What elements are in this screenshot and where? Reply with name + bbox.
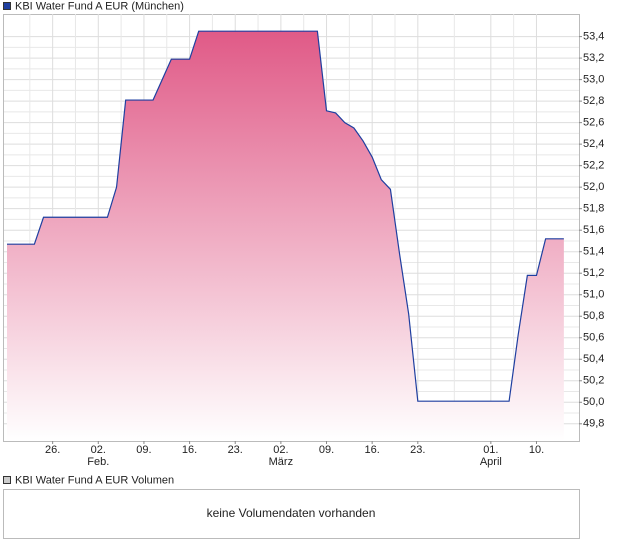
y-tick-label: 52,2 <box>583 160 604 172</box>
y-tick-label: 51,2 <box>583 267 604 279</box>
y-tick-label: 53,2 <box>583 52 604 64</box>
y-tick-label: 52,6 <box>583 117 604 129</box>
x-tick-label: 10. <box>529 444 544 456</box>
x-tick-label: 09. <box>136 444 151 456</box>
legend-label: KBI Water Fund A EUR (München) <box>15 0 184 12</box>
area-fill <box>7 31 564 441</box>
y-tick-label: 51,6 <box>583 224 604 236</box>
y-tick-label: 52,4 <box>583 138 604 150</box>
y-tick-label: 51,4 <box>583 246 604 258</box>
y-tick-label: 50,4 <box>583 353 604 365</box>
volume-legend-swatch <box>3 476 11 484</box>
x-tick-label: 02. <box>91 444 106 456</box>
x-tick-label: 09. <box>319 444 334 456</box>
x-tick-label: 16. <box>182 444 197 456</box>
x-tick-label: 01. <box>483 444 498 456</box>
x-tick-label: April <box>480 456 502 468</box>
y-tick-label: 49,8 <box>583 418 604 430</box>
legend-swatch <box>3 2 11 10</box>
y-tick-label: 52,8 <box>583 95 604 107</box>
y-tick-label: 51,0 <box>583 289 604 301</box>
y-tick-label: 50,0 <box>583 396 604 408</box>
x-tick-label: 23. <box>410 444 425 456</box>
x-tick-label: 02. <box>273 444 288 456</box>
y-tick-label: 53,0 <box>583 74 604 86</box>
x-tick-label: März <box>269 456 293 468</box>
price-line <box>7 30 564 402</box>
volume-message: keine Volumendaten vorhanden <box>207 506 376 520</box>
volume-legend-label: KBI Water Fund A EUR Volumen <box>15 474 174 486</box>
y-tick-label: 51,8 <box>583 203 604 215</box>
volume-frame <box>3 489 580 539</box>
y-tick-label: 50,8 <box>583 310 604 322</box>
y-tick-label: 53,4 <box>583 30 604 42</box>
x-tick-label: Feb. <box>87 456 109 468</box>
y-tick-label: 50,2 <box>583 375 604 387</box>
y-tick-label: 50,6 <box>583 332 604 344</box>
x-tick-label: 23. <box>228 444 243 456</box>
x-tick-label: 26. <box>45 444 60 456</box>
x-tick-label: 16. <box>365 444 380 456</box>
y-tick-label: 52,0 <box>583 181 604 193</box>
